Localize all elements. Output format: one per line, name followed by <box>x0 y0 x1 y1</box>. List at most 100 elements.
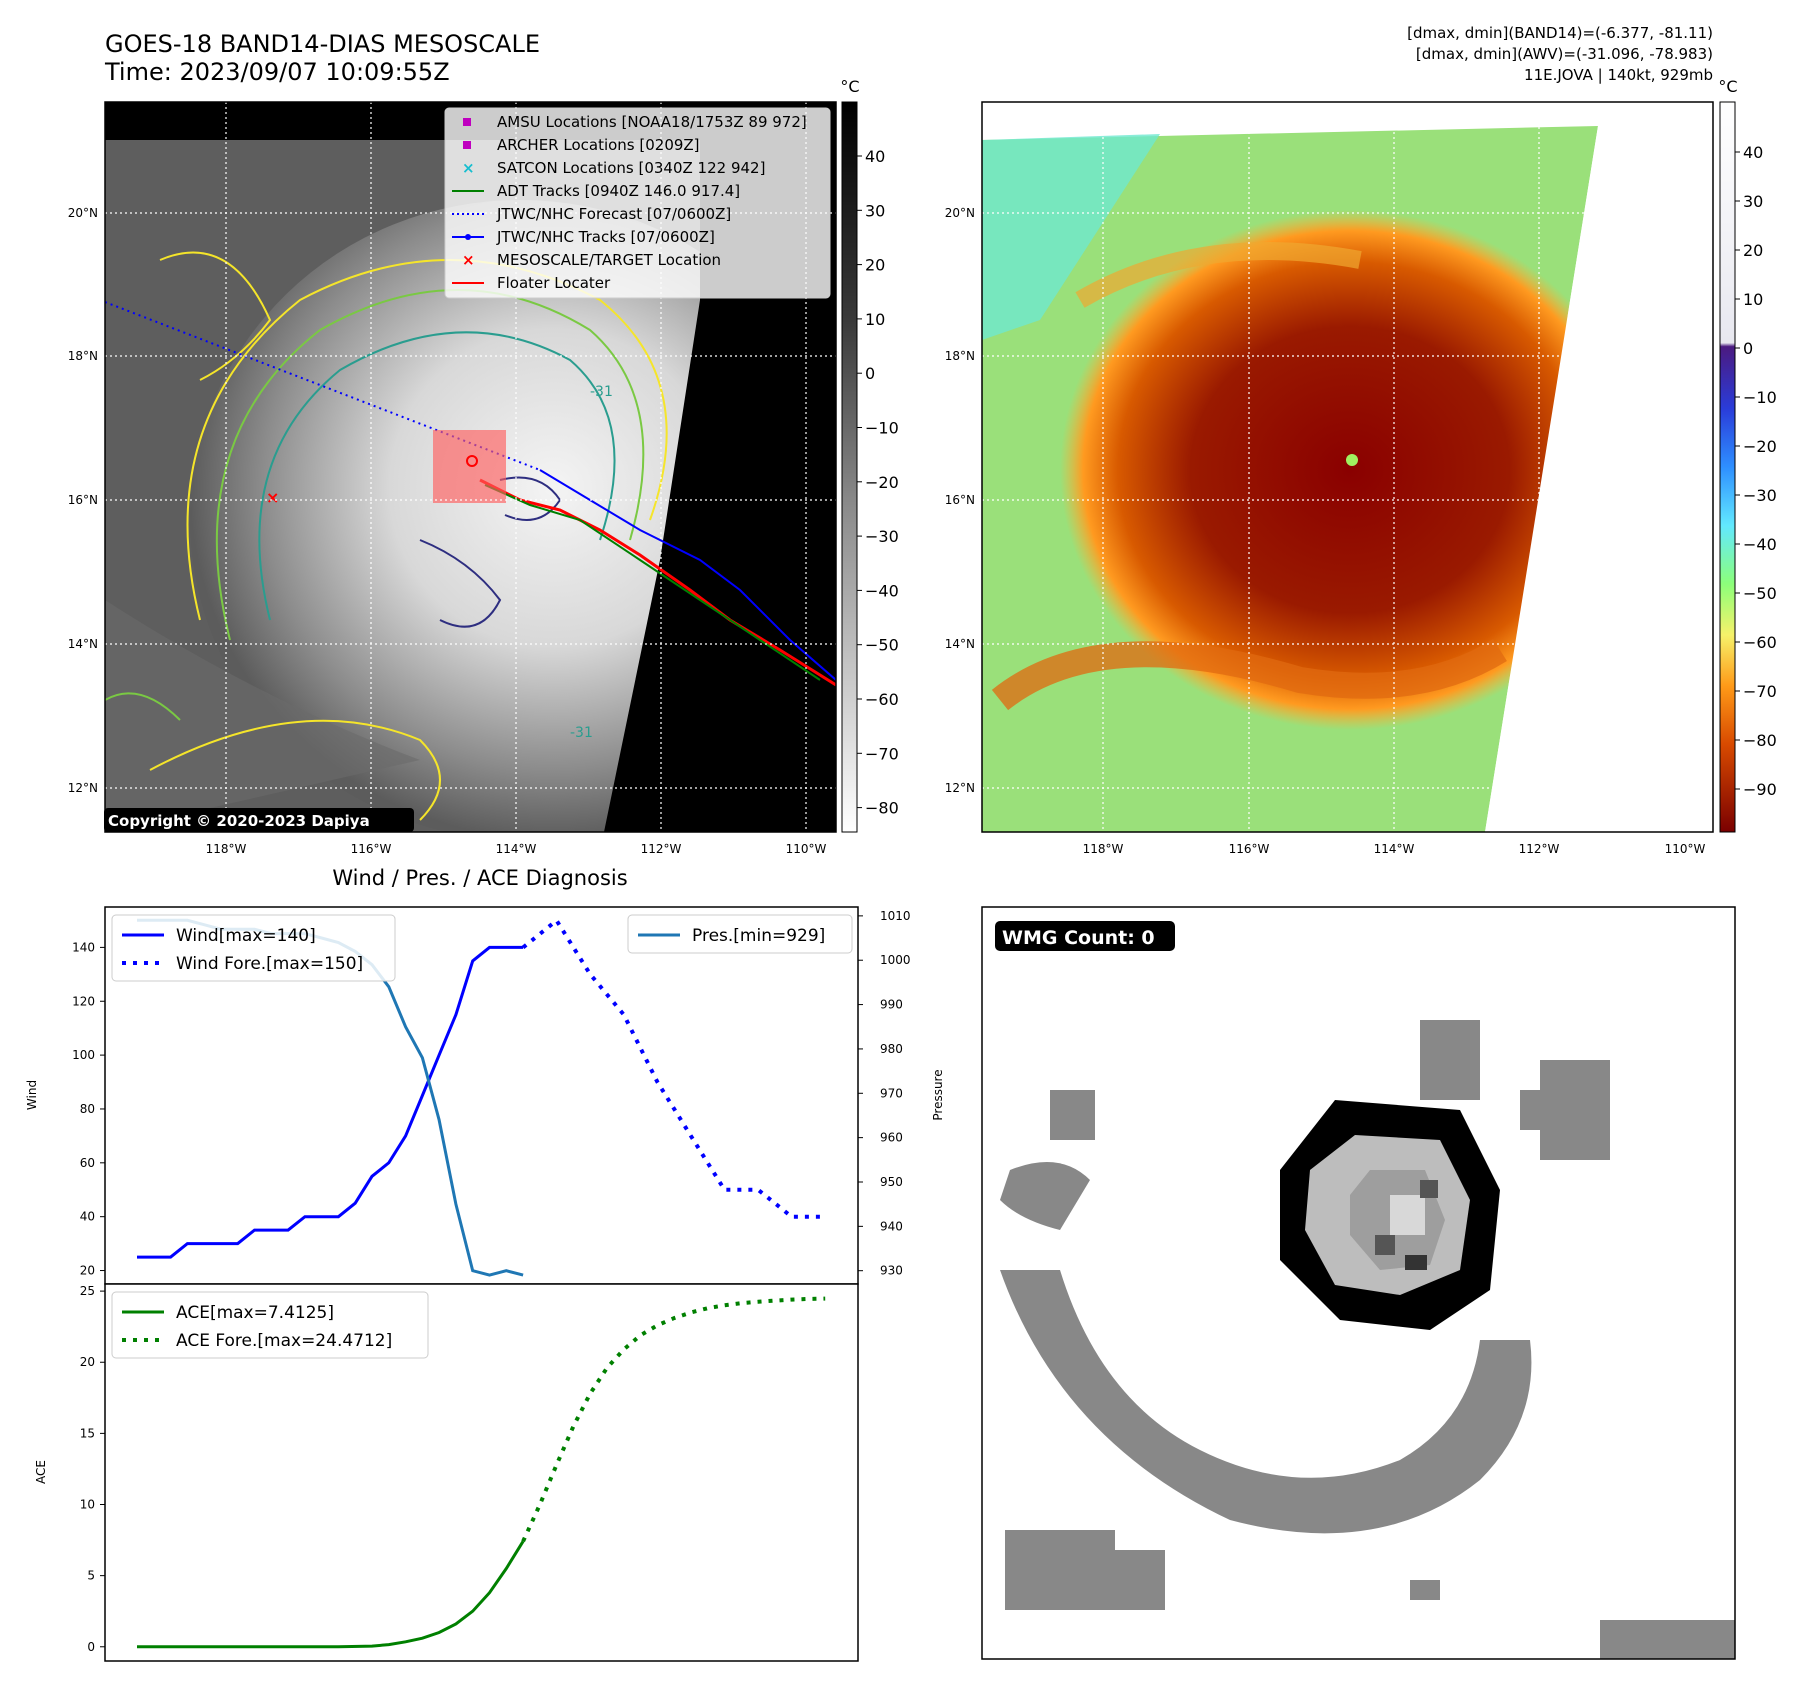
figure-title: GOES-18 BAND14-DIAS MESOSCALE <box>105 30 540 58</box>
colorbar-tick-label: −50 <box>865 636 899 655</box>
colorbar-tick-label: −20 <box>1743 437 1777 456</box>
y-right-tick-label: 950 <box>880 1175 903 1189</box>
colorbar-tick-label: −80 <box>865 799 899 818</box>
wmg-imagery <box>982 907 1735 1659</box>
awv-imagery <box>982 102 1713 832</box>
lat-tick-label: 16°N <box>945 493 975 507</box>
lon-tick-label: 112°W <box>641 842 682 856</box>
info-band14: [dmax, dmin](BAND14)=(-6.377, -81.11) <box>1407 24 1713 42</box>
copyright-notice: Copyright © 2020-2023 Dapiya <box>108 812 370 830</box>
figure-time: Time: 2023/09/07 10:09:55Z <box>104 58 450 86</box>
y-right-tick-label: 940 <box>880 1219 903 1233</box>
lon-tick-label: 110°W <box>786 842 827 856</box>
y-right-tick-label: 980 <box>880 1042 903 1056</box>
lon-tick-label: 114°W <box>496 842 537 856</box>
legend-label: AMSU Locations [NOAA18/1753Z 89 972] <box>497 113 807 131</box>
colorbar-tick-label: −20 <box>865 473 899 492</box>
chart-legend-label: ACE[max=7.4125] <box>176 1303 334 1323</box>
y-tick-label: 100 <box>72 1048 95 1062</box>
lat-tick-label: 20°N <box>945 206 975 220</box>
ace-chart: 0 5 10 15 20 25 ACE[max=7.4125] ACE Fore.[max=2… <box>80 1283 859 1662</box>
series-line-0 <box>137 945 524 1259</box>
colorbar-tick-label: 40 <box>865 147 885 166</box>
y-tick-label: 120 <box>72 994 95 1008</box>
chart-legend-label: Wind[max=140] <box>176 926 316 946</box>
chart-legend-label: Pres.[min=929] <box>692 926 825 946</box>
colorbar-tick-label: 20 <box>865 256 885 275</box>
colorbar-tick-label: −40 <box>865 581 899 600</box>
y-right-tick-label: 970 <box>880 1086 903 1100</box>
chart-legend-box <box>111 1291 429 1359</box>
contour-label-2: -31 <box>570 725 593 741</box>
pressure-ylabel: Pressure <box>931 1069 945 1120</box>
series-line-1 <box>521 1296 826 1543</box>
awv-colorbar-unit: °C <box>1718 77 1737 96</box>
wmg-count-badge-bg <box>995 921 1175 951</box>
lat-tick-label: 14°N <box>945 637 975 651</box>
lon-tick-label: 116°W <box>351 842 392 856</box>
ir-legend: AMSU Locations [NOAA18/1753Z 89 972] ARCH… <box>444 107 831 299</box>
ir-panel: × -31 -31 20°N 18°N 16°N 14°N 12°N 118°W 116°W… <box>68 77 899 856</box>
y-tick-label: 20 <box>80 1355 95 1369</box>
awv-colorbar <box>1719 101 1736 833</box>
lon-tick-label: 118°W <box>1083 842 1124 856</box>
legend-label: Floater Locater <box>497 274 611 292</box>
y-right-tick-label: 960 <box>880 1131 903 1145</box>
colorbar-tick-label: −10 <box>1743 388 1777 407</box>
chart-legend-box <box>627 914 853 954</box>
lat-tick-label: 18°N <box>945 349 975 363</box>
chart-legend-label: Wind Fore.[max=150] <box>176 954 363 974</box>
colorbar-tick-label: −40 <box>1743 535 1777 554</box>
awv-panel: 20°N 18°N 16°N 14°N 12°N 118°W 116°W 114°W 112°W… <box>945 77 1777 856</box>
wind-ylabel: Wind <box>25 1080 39 1110</box>
colorbar-tick-label: −80 <box>1743 731 1777 750</box>
y-right-tick-label: 1010 <box>880 909 911 923</box>
colorbar-tick-label: −90 <box>1743 780 1777 799</box>
lat-tick-label: 16°N <box>68 493 98 507</box>
legend-label: SATCON Locations [0340Z 122 942] <box>497 159 765 177</box>
info-storm: 11E.JOVA | 140kt, 929mb <box>1524 66 1713 84</box>
ir-colorbar <box>841 101 858 833</box>
legend-marker <box>463 118 471 126</box>
lat-tick-label: 12°N <box>945 781 975 795</box>
y-tick-label: 15 <box>80 1426 95 1440</box>
colorbar-tick-label: 0 <box>1743 339 1753 358</box>
contour-label-1: -31 <box>590 384 613 400</box>
lat-tick-label: 14°N <box>68 637 98 651</box>
legend-label: MESOSCALE/TARGET Location <box>497 251 721 269</box>
chart-legend-box <box>111 914 396 982</box>
colorbar-tick-label: −60 <box>865 690 899 709</box>
lat-tick-label: 20°N <box>68 206 98 220</box>
info-awv: [dmax, dmin](AWV)=(-31.096, -78.983) <box>1416 45 1713 63</box>
y-right-tick-label: 930 <box>880 1264 903 1278</box>
ir-colorbar-unit: °C <box>840 77 859 96</box>
y-tick-label: 60 <box>80 1156 95 1170</box>
y-tick-label: 10 <box>80 1498 95 1512</box>
chart-legend-label: ACE Fore.[max=24.4712] <box>176 1331 392 1351</box>
colorbar-tick-label: 10 <box>1743 290 1763 309</box>
y-tick-label: 20 <box>80 1264 95 1278</box>
legend-marker <box>463 141 471 149</box>
legend-marker <box>465 234 471 240</box>
colorbar-tick-label: 30 <box>1743 192 1763 211</box>
colorbar-tick-label: 20 <box>1743 241 1763 260</box>
legend-label: JTWC/NHC Forecast [07/0600Z] <box>496 205 731 223</box>
y-tick-label: 0 <box>87 1640 95 1654</box>
ir-colorbar-ticks: 40 30 20 10 0 −10 −20 −30 −40 −50 −60 −70 −80 <box>857 147 899 818</box>
colorbar-tick-label: 40 <box>1743 143 1763 162</box>
colorbar-tick-label: 30 <box>865 201 885 220</box>
colorbar-tick-label: −30 <box>1743 486 1777 505</box>
colorbar-tick-label: 0 <box>865 364 875 383</box>
lon-tick-label: 110°W <box>1665 842 1706 856</box>
y-tick-label: 5 <box>87 1569 95 1583</box>
legend-label: JTWC/NHC Tracks [07/0600Z] <box>496 228 715 246</box>
lon-tick-label: 116°W <box>1229 842 1270 856</box>
wmg-count-badge: WMG Count: 0 <box>1002 927 1155 949</box>
colorbar-tick-label: −10 <box>865 419 899 438</box>
colorbar-tick-label: 10 <box>865 310 885 329</box>
series-line-1 <box>521 917 826 1219</box>
y-tick-label: 40 <box>80 1210 95 1224</box>
lon-tick-label: 114°W <box>1374 842 1415 856</box>
awv-gridlines: 20°N 18°N 16°N 14°N 12°N 118°W 116°W 114°W 112°W… <box>945 102 1713 856</box>
